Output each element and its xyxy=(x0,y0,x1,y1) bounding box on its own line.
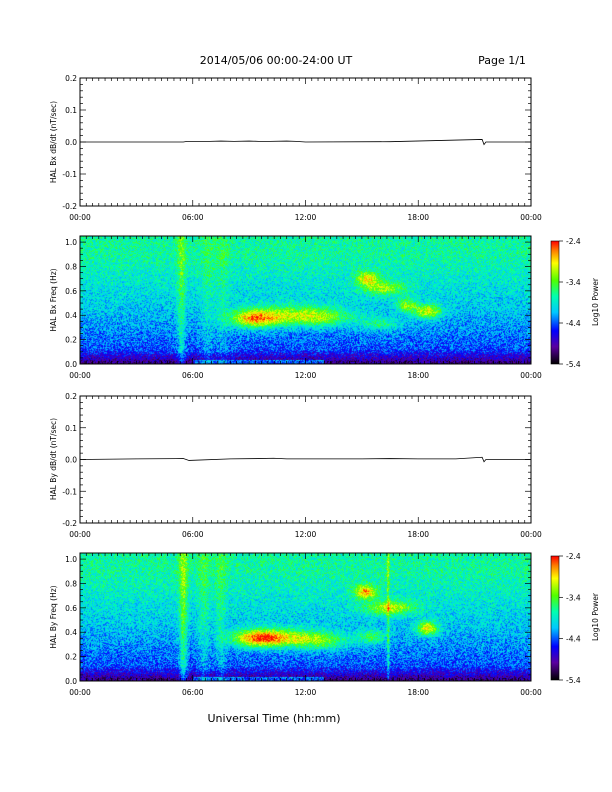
by-dbdt-xtick-label: 18:00 xyxy=(407,530,429,539)
bx-spectrogram-image xyxy=(80,236,531,364)
bx-colorbar-label: Log10 Power xyxy=(591,277,600,326)
bx-dbdt-xtick-label: 18:00 xyxy=(407,213,429,222)
by-dbdt-panel: 00:00 06:00 12:00 18:00 00:00 0.2 0.1 0.0 -0.1 -0… xyxy=(49,392,542,539)
bx-freq-ytick-label: 0.6 xyxy=(65,287,77,296)
by-freq-panel: 00:00 06:00 12:00 18:00 00:00 1.0 0.8 0.6 0.4 0.2… xyxy=(49,552,600,697)
by-freq-ytick-label: 0.0 xyxy=(65,677,77,686)
by-freq-xtick-label: 12:00 xyxy=(295,688,317,697)
bx-freq-xtick-label: 00:00 xyxy=(520,371,542,380)
by-freq-xtick-label: 18:00 xyxy=(407,688,429,697)
by-dbdt-ytick-label: -0.1 xyxy=(62,487,77,496)
by-freq-colorbar-tick-label: -4.4 xyxy=(566,635,581,644)
bx-colorbar xyxy=(550,240,560,365)
page-number: Page 1/1 xyxy=(478,54,526,67)
bx-freq-colorbar-tick-label: -4.4 xyxy=(566,319,581,328)
by-colorbar-label: Log10 Power xyxy=(591,592,600,641)
by-spectrogram-image xyxy=(80,553,531,681)
by-freq-ytick-label: 0.4 xyxy=(65,628,77,637)
bx-freq-colorbar-tick-label: -2.4 xyxy=(566,237,581,246)
by-freq-colorbar-tick-label: -5.4 xyxy=(566,676,581,685)
by-dbdt-frame xyxy=(79,395,532,524)
by-freq-ytick-label: 0.2 xyxy=(65,653,77,662)
bx-freq-xtick-label: 06:00 xyxy=(182,371,204,380)
bx-freq-ytick-label: 0.2 xyxy=(65,336,77,345)
by-freq-ylabel: HAL By Freq (Hz) xyxy=(49,585,58,648)
bx-dbdt-series-line xyxy=(80,139,531,146)
x-axis-title: Universal Time (hh:mm) xyxy=(208,712,341,725)
bx-freq-ylabel: HAL Bx Freq (Hz) xyxy=(49,268,58,331)
bx-dbdt-panel: 00:00 06:00 12:00 18:00 00:00 0.2 0.1 0.0 -0.1 -0… xyxy=(49,74,542,222)
bx-freq-xtick-label: 12:00 xyxy=(295,371,317,380)
bx-freq-ytick-label: 0.8 xyxy=(65,262,77,271)
bx-freq-colorbar-tick-label: -3.4 xyxy=(566,278,581,287)
by-dbdt-xtick-label: 00:00 xyxy=(520,530,542,539)
by-dbdt-xtick-label: 12:00 xyxy=(295,530,317,539)
bx-dbdt-ytick-label: 0.2 xyxy=(65,74,77,83)
bx-dbdt-ytick-label: -0.1 xyxy=(62,170,77,179)
by-freq-xtick-label: 00:00 xyxy=(520,688,542,697)
bx-dbdt-xtick-label: 06:00 xyxy=(182,213,204,222)
bx-dbdt-xtick-label: 12:00 xyxy=(295,213,317,222)
bx-dbdt-xtick-label: 00:00 xyxy=(520,213,542,222)
by-freq-colorbar-tick-label: -2.4 xyxy=(566,552,581,561)
by-freq-xtick-label: 00:00 xyxy=(69,688,91,697)
by-dbdt-ytick-label: 0.2 xyxy=(65,392,77,401)
bx-freq-colorbar-tick-label: -5.4 xyxy=(566,360,581,369)
by-dbdt-ytick-label: 0.0 xyxy=(65,456,77,465)
by-freq-colorbar-tick-label: -3.4 xyxy=(566,593,581,602)
bx-dbdt-ytick-label: -0.2 xyxy=(62,202,77,211)
bx-freq-ytick-label: 1.0 xyxy=(65,238,77,247)
bx-freq-xtick-label: 18:00 xyxy=(407,371,429,380)
bx-freq-xtick-label: 00:00 xyxy=(69,371,91,380)
by-freq-xtick-label: 06:00 xyxy=(182,688,204,697)
by-freq-ytick-label: 0.6 xyxy=(65,604,77,613)
bx-dbdt-ytick-label: 0.1 xyxy=(65,106,77,115)
bx-freq-ytick-label: 0.0 xyxy=(65,360,77,369)
bx-freq-panel: 00:00 06:00 12:00 18:00 00:00 1.0 0.8 0.6 0.4 0.2… xyxy=(49,235,600,380)
by-colorbar xyxy=(550,555,560,681)
by-freq-ytick-label: 1.0 xyxy=(65,555,77,564)
bx-dbdt-ytick-label: 0.0 xyxy=(65,138,77,147)
bx-dbdt-ylabel: HAL Bx dB/dt (nT/sec) xyxy=(49,101,58,183)
by-dbdt-ylabel: HAL By dB/dt (nT/sec) xyxy=(49,418,58,500)
bx-dbdt-xtick-label: 00:00 xyxy=(69,213,91,222)
by-dbdt-ytick-label: -0.2 xyxy=(62,519,77,528)
bx-freq-ytick-label: 0.4 xyxy=(65,311,77,320)
by-dbdt-ytick-label: 0.1 xyxy=(65,424,77,433)
by-freq-ytick-label: 0.8 xyxy=(65,579,77,588)
by-dbdt-xtick-label: 00:00 xyxy=(69,530,91,539)
by-dbdt-xtick-label: 06:00 xyxy=(182,530,204,539)
figure-title: 2014/05/06 00:00-24:00 UT xyxy=(200,54,353,67)
by-dbdt-series-line xyxy=(79,456,531,463)
